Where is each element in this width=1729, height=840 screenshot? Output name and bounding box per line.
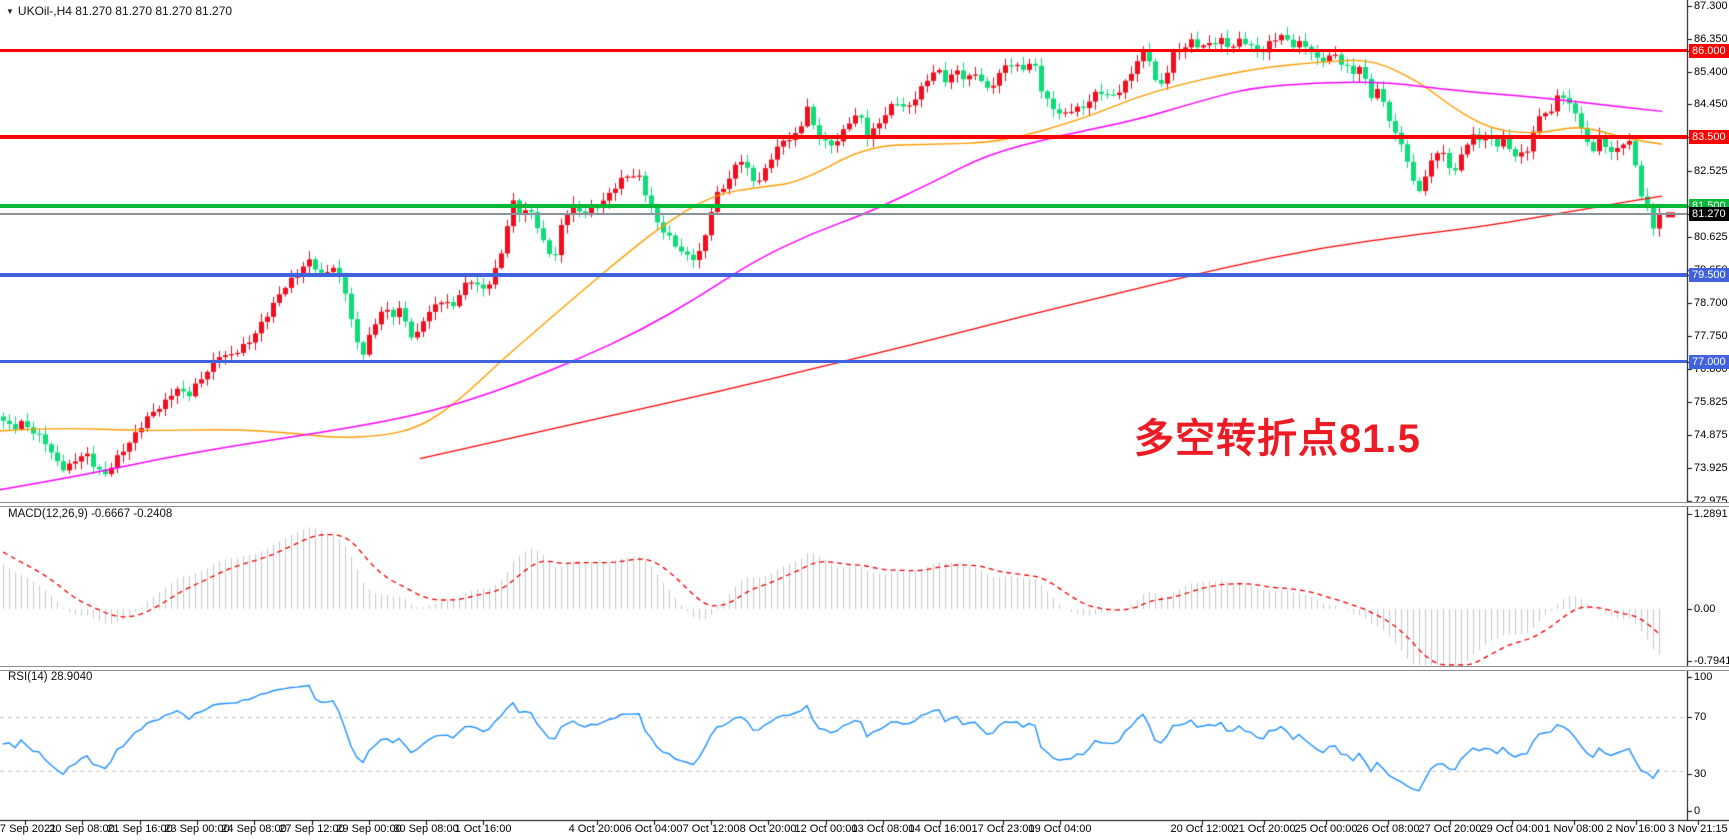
x-label-23-sep-00-00: 23 Sep 00:00	[164, 823, 230, 835]
price-tick-80.625: 80.625	[1694, 230, 1728, 243]
hline-83.500[interactable]	[0, 135, 1687, 140]
price-tick-74.875: 74.875	[1694, 429, 1728, 442]
x-label-13-oct-08-00: 13 Oct 08:00	[851, 823, 915, 835]
x-label-1-nov-08-00: 1 Nov 08:00	[1544, 823, 1604, 835]
price-tick-82.525: 82.525	[1694, 164, 1728, 177]
price-tick-86.350: 86.350	[1694, 32, 1728, 45]
x-label-19-oct-04-00: 19 Oct 04:00	[1028, 823, 1092, 835]
rsi-indicator-label: RSI(14) 28.9040	[8, 671, 93, 683]
symbol-label: ▼ UKOil-,H4 81.270 81.270 81.270 81.270	[6, 4, 232, 18]
x-label-21-oct-20-00: 21 Oct 20:00	[1232, 823, 1296, 835]
x-label-3-nov-21-15: 3 Nov 21:15	[1668, 823, 1728, 835]
hline-79.500[interactable]	[0, 273, 1687, 278]
price-tick-77.750: 77.750	[1694, 329, 1728, 342]
price-badge-77.000: 77.000	[1689, 354, 1729, 369]
price-badge-79.500: 79.500	[1689, 268, 1729, 283]
price-tick-78.700: 78.700	[1694, 297, 1728, 310]
macd-indicator-label: MACD(12,26,9) -0.6667 -0.2408	[8, 508, 173, 520]
x-label-8-oct-20-00: 8 Oct 20:00	[739, 823, 797, 835]
collapse-arrow-icon[interactable]: ▼	[6, 7, 14, 16]
hline-77.000[interactable]	[0, 360, 1687, 364]
macd-tick-1.2891: 1.2891	[1694, 508, 1728, 520]
x-label-27-oct-20-00: 27 Oct 20:00	[1418, 823, 1482, 835]
hline-86.000[interactable]	[0, 49, 1687, 53]
x-label-7-oct-12-00: 7 Oct 12:00	[682, 823, 740, 835]
x-label-26-oct-08-00: 26 Oct 08:00	[1356, 823, 1420, 835]
price-tick-84.450: 84.450	[1694, 98, 1728, 111]
panel-separator-rsi[interactable]	[0, 666, 1729, 671]
price-badge-83.500: 83.500	[1689, 130, 1729, 145]
price-tick-75.825: 75.825	[1694, 396, 1728, 409]
x-label-2-nov-16-00: 2 Nov 16:00	[1606, 823, 1666, 835]
x-label-21-sep-16-00: 21 Sep 16:00	[107, 823, 173, 835]
x-label-1-oct-16-00: 1 Oct 16:00	[454, 823, 512, 835]
x-label-25-oct-00-00: 25 Oct 00:00	[1294, 823, 1358, 835]
price-badge-81.270: 81.270	[1689, 207, 1729, 222]
price-tick-87.300: 87.300	[1694, 0, 1728, 12]
x-label-29-oct-04-00: 29 Oct 04:00	[1480, 823, 1544, 835]
x-label-30-sep-08-00: 30 Sep 08:00	[393, 823, 459, 835]
x-label-24-sep-08-00: 24 Sep 08:00	[221, 823, 287, 835]
x-label-12-oct-00-00: 12 Oct 00:00	[794, 823, 858, 835]
price-tick-73.925: 73.925	[1694, 462, 1728, 475]
x-label-17-sep-2021: 17 Sep 2021	[0, 823, 57, 835]
x-label-20-sep-08-00: 20 Sep 08:00	[49, 823, 115, 835]
rsi-tick-0: 0	[1694, 805, 1701, 817]
price-badge-86.000: 86.000	[1689, 43, 1729, 58]
symbol-ohlc-text: UKOil-,H4 81.270 81.270 81.270 81.270	[17, 4, 233, 18]
hline-81.500[interactable]	[0, 204, 1687, 209]
price-tick-85.400: 85.400	[1694, 65, 1728, 78]
panel-separator-macd[interactable]	[0, 502, 1729, 507]
current-price-line	[0, 213, 1687, 216]
macd-tick-0.00: 0.00	[1694, 603, 1716, 615]
x-label-27-sep-12-00: 27 Sep 12:00	[279, 823, 345, 835]
x-label-6-oct-04-00: 6 Oct 04:00	[625, 823, 683, 835]
x-label-17-oct-23-00: 17 Oct 23:00	[971, 823, 1035, 835]
macd-tick--0.7941: -0.7941	[1694, 655, 1729, 667]
x-label-4-oct-20-00: 4 Oct 20:00	[568, 823, 626, 835]
rsi-tick-30: 30	[1694, 768, 1707, 780]
rsi-tick-100: 100	[1694, 671, 1713, 683]
chart-text-annotation[interactable]: 多空转折点81.5	[1134, 417, 1421, 461]
x-label-14-oct-16-00: 14 Oct 16:00	[908, 823, 972, 835]
x-label-20-oct-12-00: 20 Oct 12:00	[1170, 823, 1234, 835]
x-label-29-sep-00-00: 29 Sep 00:00	[336, 823, 402, 835]
rsi-tick-70: 70	[1694, 711, 1707, 723]
